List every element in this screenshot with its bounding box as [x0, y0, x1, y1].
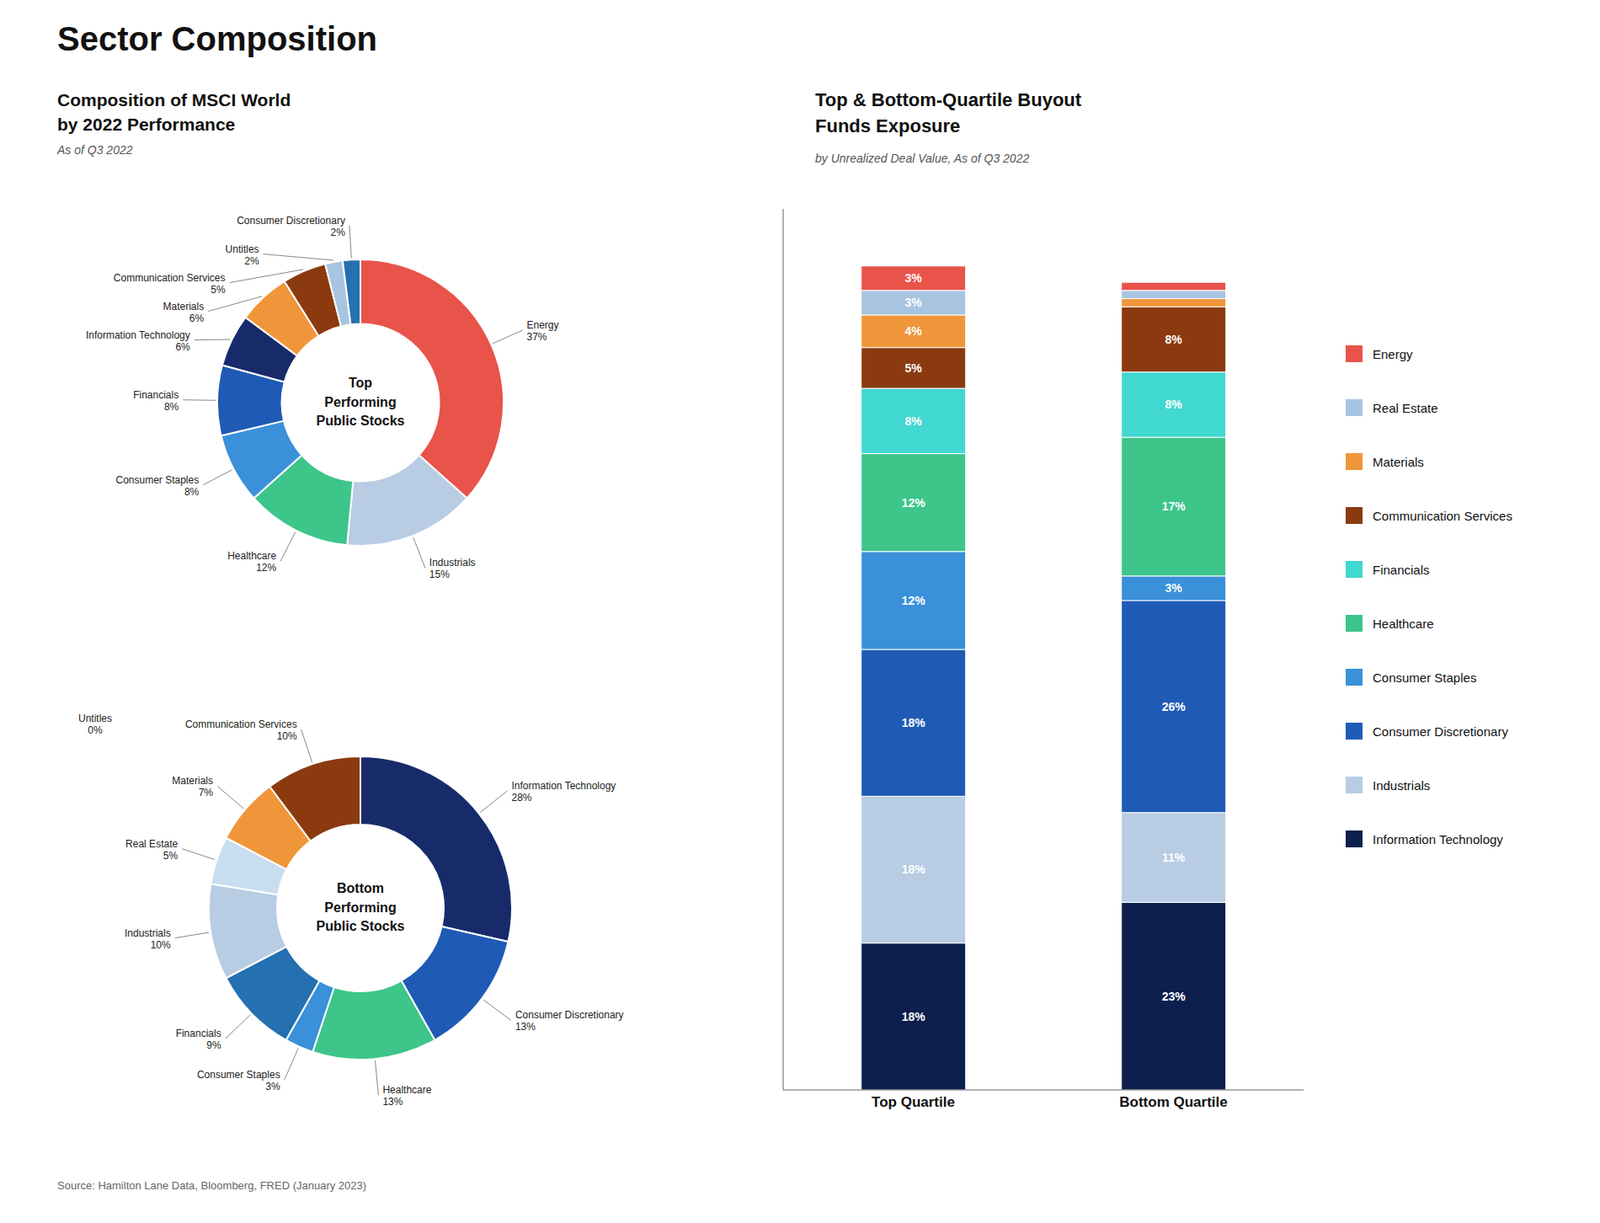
svg-text:Energy37%: Energy37% — [526, 319, 559, 343]
svg-text:17%: 17% — [1162, 499, 1187, 513]
svg-text:Healthcare13%: Healthcare13% — [382, 1083, 432, 1108]
svg-text:8%: 8% — [1165, 397, 1184, 411]
html-text:Source: Hamilton Lane Data, Bl: Source: Hamilton Lane Data, Bloomberg, F… — [57, 1178, 367, 1192]
svg-text:3%: 3% — [905, 271, 923, 285]
svg-text:18%: 18% — [901, 715, 927, 730]
svg-text:4%: 4% — [905, 324, 923, 338]
html-text:Information Technology: Information Technology — [1372, 831, 1503, 846]
svg-text:Information Technology6%: Information Technology6% — [85, 329, 191, 353]
svg-text:11%: 11% — [1162, 850, 1186, 864]
svg-text:Information Technology28%: Information Technology28% — [512, 779, 617, 804]
svg-text:Top Quartile: Top Quartile — [871, 1093, 955, 1110]
html-text:Sector Composition: Sector Composition — [57, 20, 378, 58]
html-text:Real Estate: Real Estate — [1372, 400, 1438, 415]
html-text:Composition of MSCI World by 2: Composition of MSCI World by 2022 Perfor… — [57, 90, 291, 135]
svg-text:Financials9%: Financials9% — [176, 1027, 222, 1051]
svg-text:8%: 8% — [905, 414, 923, 428]
html-text:Top Performing Public Stocks: Top Performing Public Stocks — [316, 375, 405, 428]
svg-text:Industrials15%: Industrials15% — [429, 556, 476, 581]
svg-text:Communication Services5%: Communication Services5% — [113, 272, 226, 296]
html-text:Communication Services: Communication Services — [1372, 508, 1513, 523]
html-text:Materials: Materials — [1372, 454, 1424, 469]
html-text:by Unrealized Deal Value, As o: by Unrealized Deal Value, As of Q3 2022 — [815, 151, 1030, 166]
html-text:Healthcare: Healthcare — [1372, 616, 1434, 631]
svg-text:Consumer Discretionary13%: Consumer Discretionary13% — [515, 1008, 624, 1033]
svg-text:Materials6%: Materials6% — [163, 300, 205, 325]
svg-text:3%: 3% — [1165, 581, 1184, 595]
svg-text:5%: 5% — [905, 361, 923, 375]
html-text:Industrials: Industrials — [1372, 777, 1431, 792]
html-text:Financials: Financials — [1372, 562, 1430, 577]
svg-text:Healthcare12%: Healthcare12% — [227, 549, 277, 574]
html-text:Consumer Staples: Consumer Staples — [1372, 669, 1477, 685]
svg-text:Financials8%: Financials8% — [133, 389, 179, 413]
svg-text:Industrials10%: Industrials10% — [124, 927, 171, 951]
html-text:Untitles 0%: Untitles 0% — [78, 712, 112, 737]
svg-text:18%: 18% — [901, 1009, 927, 1024]
svg-text:12%: 12% — [901, 593, 927, 608]
svg-text:26%: 26% — [1162, 699, 1187, 714]
html-text:Consumer Discretionary: Consumer Discretionary — [1372, 723, 1509, 739]
svg-text:8%: 8% — [1165, 332, 1184, 347]
svg-text:12%: 12% — [901, 496, 927, 510]
html-text:Bottom Performing Public Stock: Bottom Performing Public Stocks — [316, 881, 405, 934]
svg-text:Consumer Staples3%: Consumer Staples3% — [197, 1068, 281, 1093]
html-text:Top & Bottom-Quartile Buyout F: Top & Bottom-Quartile Buyout Funds Expos… — [815, 89, 1082, 137]
svg-text:23%: 23% — [1162, 989, 1187, 1003]
svg-text:18%: 18% — [901, 862, 927, 876]
svg-text:Consumer Discretionary2%: Consumer Discretionary2% — [236, 214, 346, 239]
svg-text:Materials7%: Materials7% — [171, 774, 214, 799]
html-text:As of Q3 2022: As of Q3 2022 — [57, 143, 133, 157]
svg-text:Communication Services10%: Communication Services10% — [185, 718, 298, 742]
svg-text:Untitles2%: Untitles2% — [225, 243, 260, 267]
svg-text:Consumer Staples8%: Consumer Staples8% — [116, 474, 200, 498]
html-text:Energy: Energy — [1372, 346, 1413, 361]
svg-text:3%: 3% — [905, 295, 923, 310]
svg-text:Real Estate5%: Real Estate5% — [125, 837, 178, 862]
svg-text:Bottom Quartile: Bottom Quartile — [1119, 1093, 1227, 1110]
